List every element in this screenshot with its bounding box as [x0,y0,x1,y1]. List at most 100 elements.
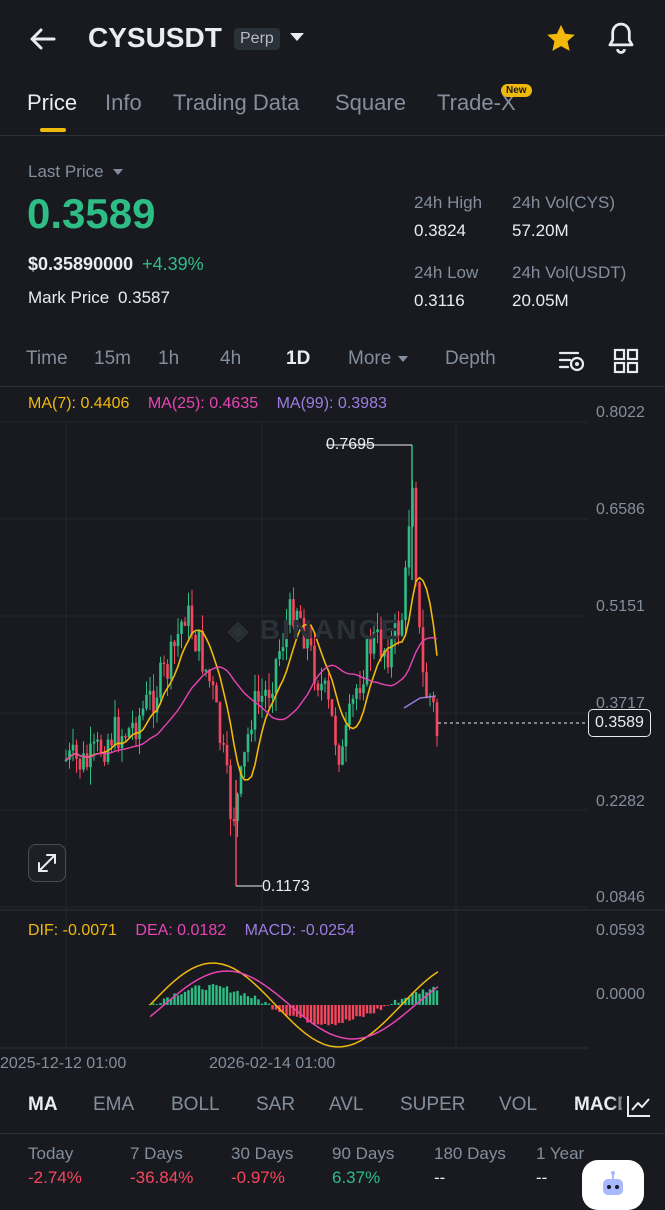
macd-bar [432,986,435,1005]
candle-body [148,690,152,695]
dea-legend: DEA: 0.0182 [135,922,227,939]
candle-body [376,629,379,633]
macd-bar [211,984,215,1005]
candle-body [236,793,239,822]
indicator-ema[interactable]: EMA [93,1094,135,1115]
macd-bar [183,991,187,1005]
price-axis-label: 0.0846 [596,889,645,906]
tf-1h[interactable]: 1h [158,348,180,369]
candle-body [204,669,208,672]
macd-bar [152,1003,155,1005]
candle-body [253,691,257,730]
macd-bar [257,999,260,1005]
candle-body [421,627,425,673]
tab-trading-data[interactable]: Trading Data [173,90,300,115]
period-value: -- [434,1168,446,1187]
macd-bar [414,992,418,1005]
candle-body [344,725,348,747]
macd-bar [428,989,432,1005]
last-price-selector[interactable]: Last Price [28,162,124,182]
fullscreen-button[interactable] [28,844,66,882]
macd-bar [176,995,180,1005]
macd-bar [334,1005,337,1026]
indicator-sar[interactable]: SAR [256,1094,296,1115]
tab-info[interactable]: Info [105,90,142,115]
macd-bar [204,990,208,1005]
macd-bar [218,986,222,1005]
price-axis-label: 0.3717 [596,695,645,712]
candle-body [260,695,264,702]
contract-type-badge: Perp [234,28,280,50]
candle-body [400,620,404,636]
main-tabs: Price Info Trading Data Square Trade-X N… [0,80,665,136]
price-axis-label: 0.5151 [596,598,645,615]
period-value: -0.97% [231,1168,285,1187]
indicator-ma[interactable]: MA [28,1094,58,1115]
tf-4h[interactable]: 4h [220,348,242,369]
ai-assistant-button[interactable] [582,1160,644,1210]
candle-body [267,689,271,698]
candle-body [323,680,327,684]
indicator-vol[interactable]: VOL [499,1094,538,1115]
tf-depth[interactable]: Depth [445,348,496,369]
period-label: 30 Days [231,1144,294,1163]
macd-bar [236,990,239,1005]
candle-body [218,702,222,743]
macd-bar [418,993,421,1005]
candle-body [327,680,330,700]
macd-bar [435,990,439,1005]
candle-body [99,739,103,755]
candle-body [271,693,274,698]
period-label: 180 Days [434,1144,506,1163]
macd-bar [173,993,176,1005]
watermark-text: BINANCE [259,614,402,645]
indicator-super[interactable]: SUPER [400,1094,466,1115]
macd-bar [313,1005,316,1025]
mark-price: Mark Price 0.3587 [28,288,170,308]
bell-icon[interactable] [604,20,638,56]
candle-body [110,739,113,746]
back-arrow-icon[interactable] [28,24,58,54]
period-label: 7 Days [130,1144,183,1163]
macd-bar [320,1005,323,1025]
candle-body [281,647,285,652]
macd-bar [274,1005,278,1010]
candle-body [215,685,218,703]
indicator-settings-icon[interactable] [626,1094,652,1118]
candle-body [239,766,243,794]
last-price-label: Last Price [28,162,104,181]
active-tab-indicator [40,128,66,132]
candle-body [397,620,400,636]
macd-axis-label: 0.0593 [596,922,645,939]
tf-more[interactable]: More [348,348,409,370]
chevron-down-icon[interactable] [288,30,306,44]
chart-settings-icon[interactable] [558,348,586,374]
candle-body [113,716,117,746]
star-icon[interactable] [544,22,578,56]
macd-bar [390,1003,393,1005]
tab-price[interactable]: Price [27,90,78,115]
tab-square[interactable]: Square [335,90,406,115]
candle-body [407,526,411,568]
low-label: 24h Low [414,263,479,282]
candle-body [124,736,127,738]
macd-bar [225,986,229,1005]
candle-body [78,758,82,770]
caret-down-icon [397,356,408,362]
macd-bar [162,998,166,1005]
candle-body [117,716,120,749]
tf-15m[interactable]: 15m [94,348,131,369]
macd-bar [369,1005,372,1014]
candle-body [82,753,85,770]
indicator-avl[interactable]: AVL [329,1094,364,1115]
candle-body [141,708,145,716]
layout-grid-icon[interactable] [613,348,639,374]
robot-icon [603,1171,623,1195]
indicator-boll[interactable]: BOLL [171,1094,220,1115]
vol-quote-label: 24h Vol(USDT) [512,263,627,282]
candlestick-chart[interactable] [0,387,665,1077]
symbol-title[interactable]: CYSUSDT [88,22,222,53]
period-value: -36.84% [130,1168,194,1187]
tf-time[interactable]: Time [26,348,68,369]
tf-1d[interactable]: 1D [286,348,311,369]
